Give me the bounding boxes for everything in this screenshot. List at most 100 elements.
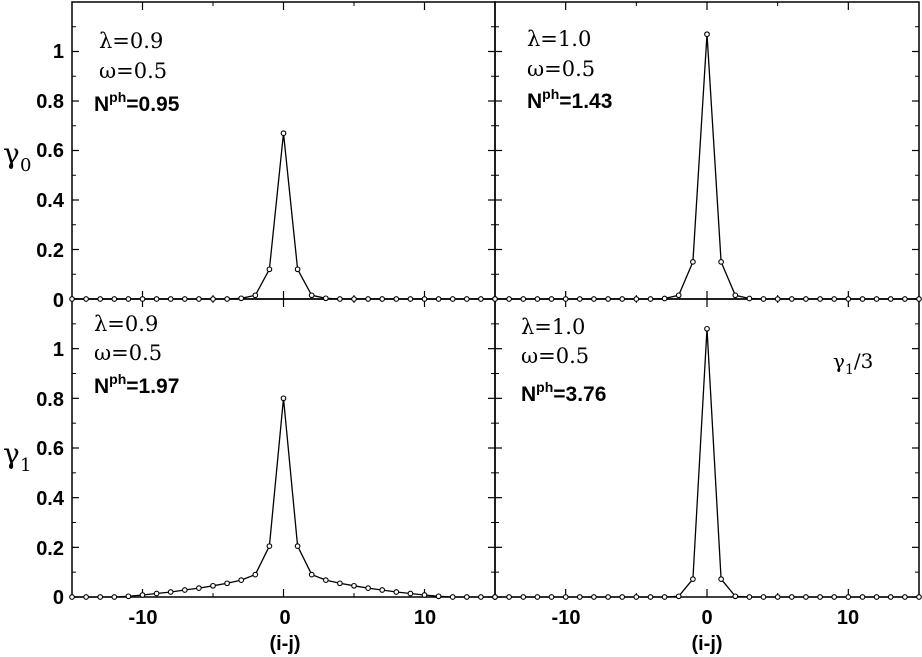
data-point (167, 296, 174, 302)
data-point (746, 295, 753, 302)
data-point (690, 259, 696, 265)
data-point (506, 296, 512, 302)
data-point (421, 592, 428, 598)
data-point (83, 594, 89, 600)
y-axis-title-top: γ 0 (3, 137, 31, 176)
x-tick-label: 10 (837, 607, 859, 629)
data-point (238, 577, 245, 583)
data-point (294, 543, 301, 549)
data-point (224, 580, 230, 587)
nph-symbol: N (521, 383, 536, 406)
nph-symbol: N (94, 93, 109, 116)
nph-label: Nph=3.76 (521, 379, 606, 406)
series-line (72, 398, 495, 598)
data-point (718, 576, 724, 582)
lambda-label: λ=1.0 (521, 315, 585, 339)
data-point (916, 594, 922, 600)
data-point (817, 594, 823, 600)
data-point (181, 587, 188, 593)
data-point (788, 296, 795, 302)
data-point (873, 594, 880, 600)
data-point (562, 594, 569, 600)
data-point (280, 130, 287, 137)
data-point (407, 296, 414, 302)
omega-label: ω=0.5 (94, 341, 162, 365)
x-axis-title-right: (i-j) (691, 633, 722, 655)
data-point (633, 594, 640, 600)
x-tick-label: 0 (701, 607, 712, 629)
nph-symbol: N (527, 90, 542, 113)
nph-label: Nph=1.97 (94, 371, 179, 398)
data-point (548, 594, 555, 600)
data-point (619, 296, 626, 302)
y-tick-label: 0.8 (36, 91, 64, 113)
data-point (266, 543, 273, 549)
y-tick-label: 0 (53, 290, 64, 312)
data-point (803, 594, 809, 600)
data-point (210, 582, 216, 589)
data-point (351, 296, 357, 302)
data-point (859, 296, 866, 302)
nph-superscript: ph (109, 371, 126, 387)
data-point (139, 592, 146, 598)
nph-label: Nph=0.95 (94, 89, 180, 116)
scale-note-symbol: γ (833, 349, 845, 373)
data-point (548, 296, 555, 302)
x-tick-label: 10 (414, 607, 436, 629)
scale-note: γ1/3 (833, 349, 873, 378)
omega-label: ω=0.5 (527, 57, 595, 81)
omega-label: ω=0.5 (99, 59, 167, 83)
data-point (887, 594, 894, 600)
data-point (449, 296, 456, 302)
data-point (534, 594, 541, 600)
data-point (647, 594, 654, 600)
data-point (337, 296, 343, 302)
data-point (393, 296, 400, 302)
data-point (661, 594, 668, 600)
series-line (72, 133, 495, 300)
annotation-bottom-right: λ=1.0 ω=0.5 Nph=3.76 (521, 315, 606, 406)
y-tick-label: 0.6 (36, 140, 64, 162)
data-point (492, 296, 498, 302)
data-point (125, 296, 132, 302)
data-point (111, 296, 118, 302)
data-point (803, 296, 809, 302)
lambda-label: λ=1.0 (527, 27, 591, 51)
data-point (266, 266, 273, 273)
data-point (69, 594, 75, 600)
nph-symbol: N (94, 375, 109, 398)
data-point (97, 594, 104, 600)
scale-note-rest: /3 (854, 349, 873, 373)
data-point (224, 296, 230, 302)
lambda-label: λ=0.9 (99, 29, 163, 53)
data-point (478, 296, 484, 302)
data-point (252, 571, 259, 578)
data-point (139, 296, 146, 302)
nph-value: =0.95 (126, 93, 179, 116)
annotation-top-left: λ=0.9 ω=0.5 Nph=0.95 (94, 29, 180, 116)
data-point (633, 296, 640, 302)
data-point (817, 296, 823, 302)
data-point (591, 296, 597, 302)
data-point (83, 296, 89, 302)
data-point (704, 31, 710, 38)
data-point (774, 594, 781, 600)
data-point (675, 292, 682, 299)
data-point (196, 296, 202, 302)
y-tick-label: 0.8 (36, 389, 64, 411)
data-point (845, 594, 852, 600)
data-point (435, 593, 442, 600)
data-point (181, 296, 188, 302)
data-point (873, 296, 880, 302)
y-tick-label: 0.4 (36, 190, 65, 212)
data-point (562, 296, 569, 302)
y-tick-label: 0.4 (36, 488, 65, 510)
data-point (379, 296, 386, 302)
data-point (463, 594, 470, 600)
data-point (520, 594, 527, 600)
y-tick-label: 0 (53, 587, 64, 609)
nph-superscript: ph (536, 379, 553, 395)
data-point (153, 590, 160, 597)
data-point (449, 594, 456, 600)
nph-value: =1.43 (559, 90, 612, 113)
